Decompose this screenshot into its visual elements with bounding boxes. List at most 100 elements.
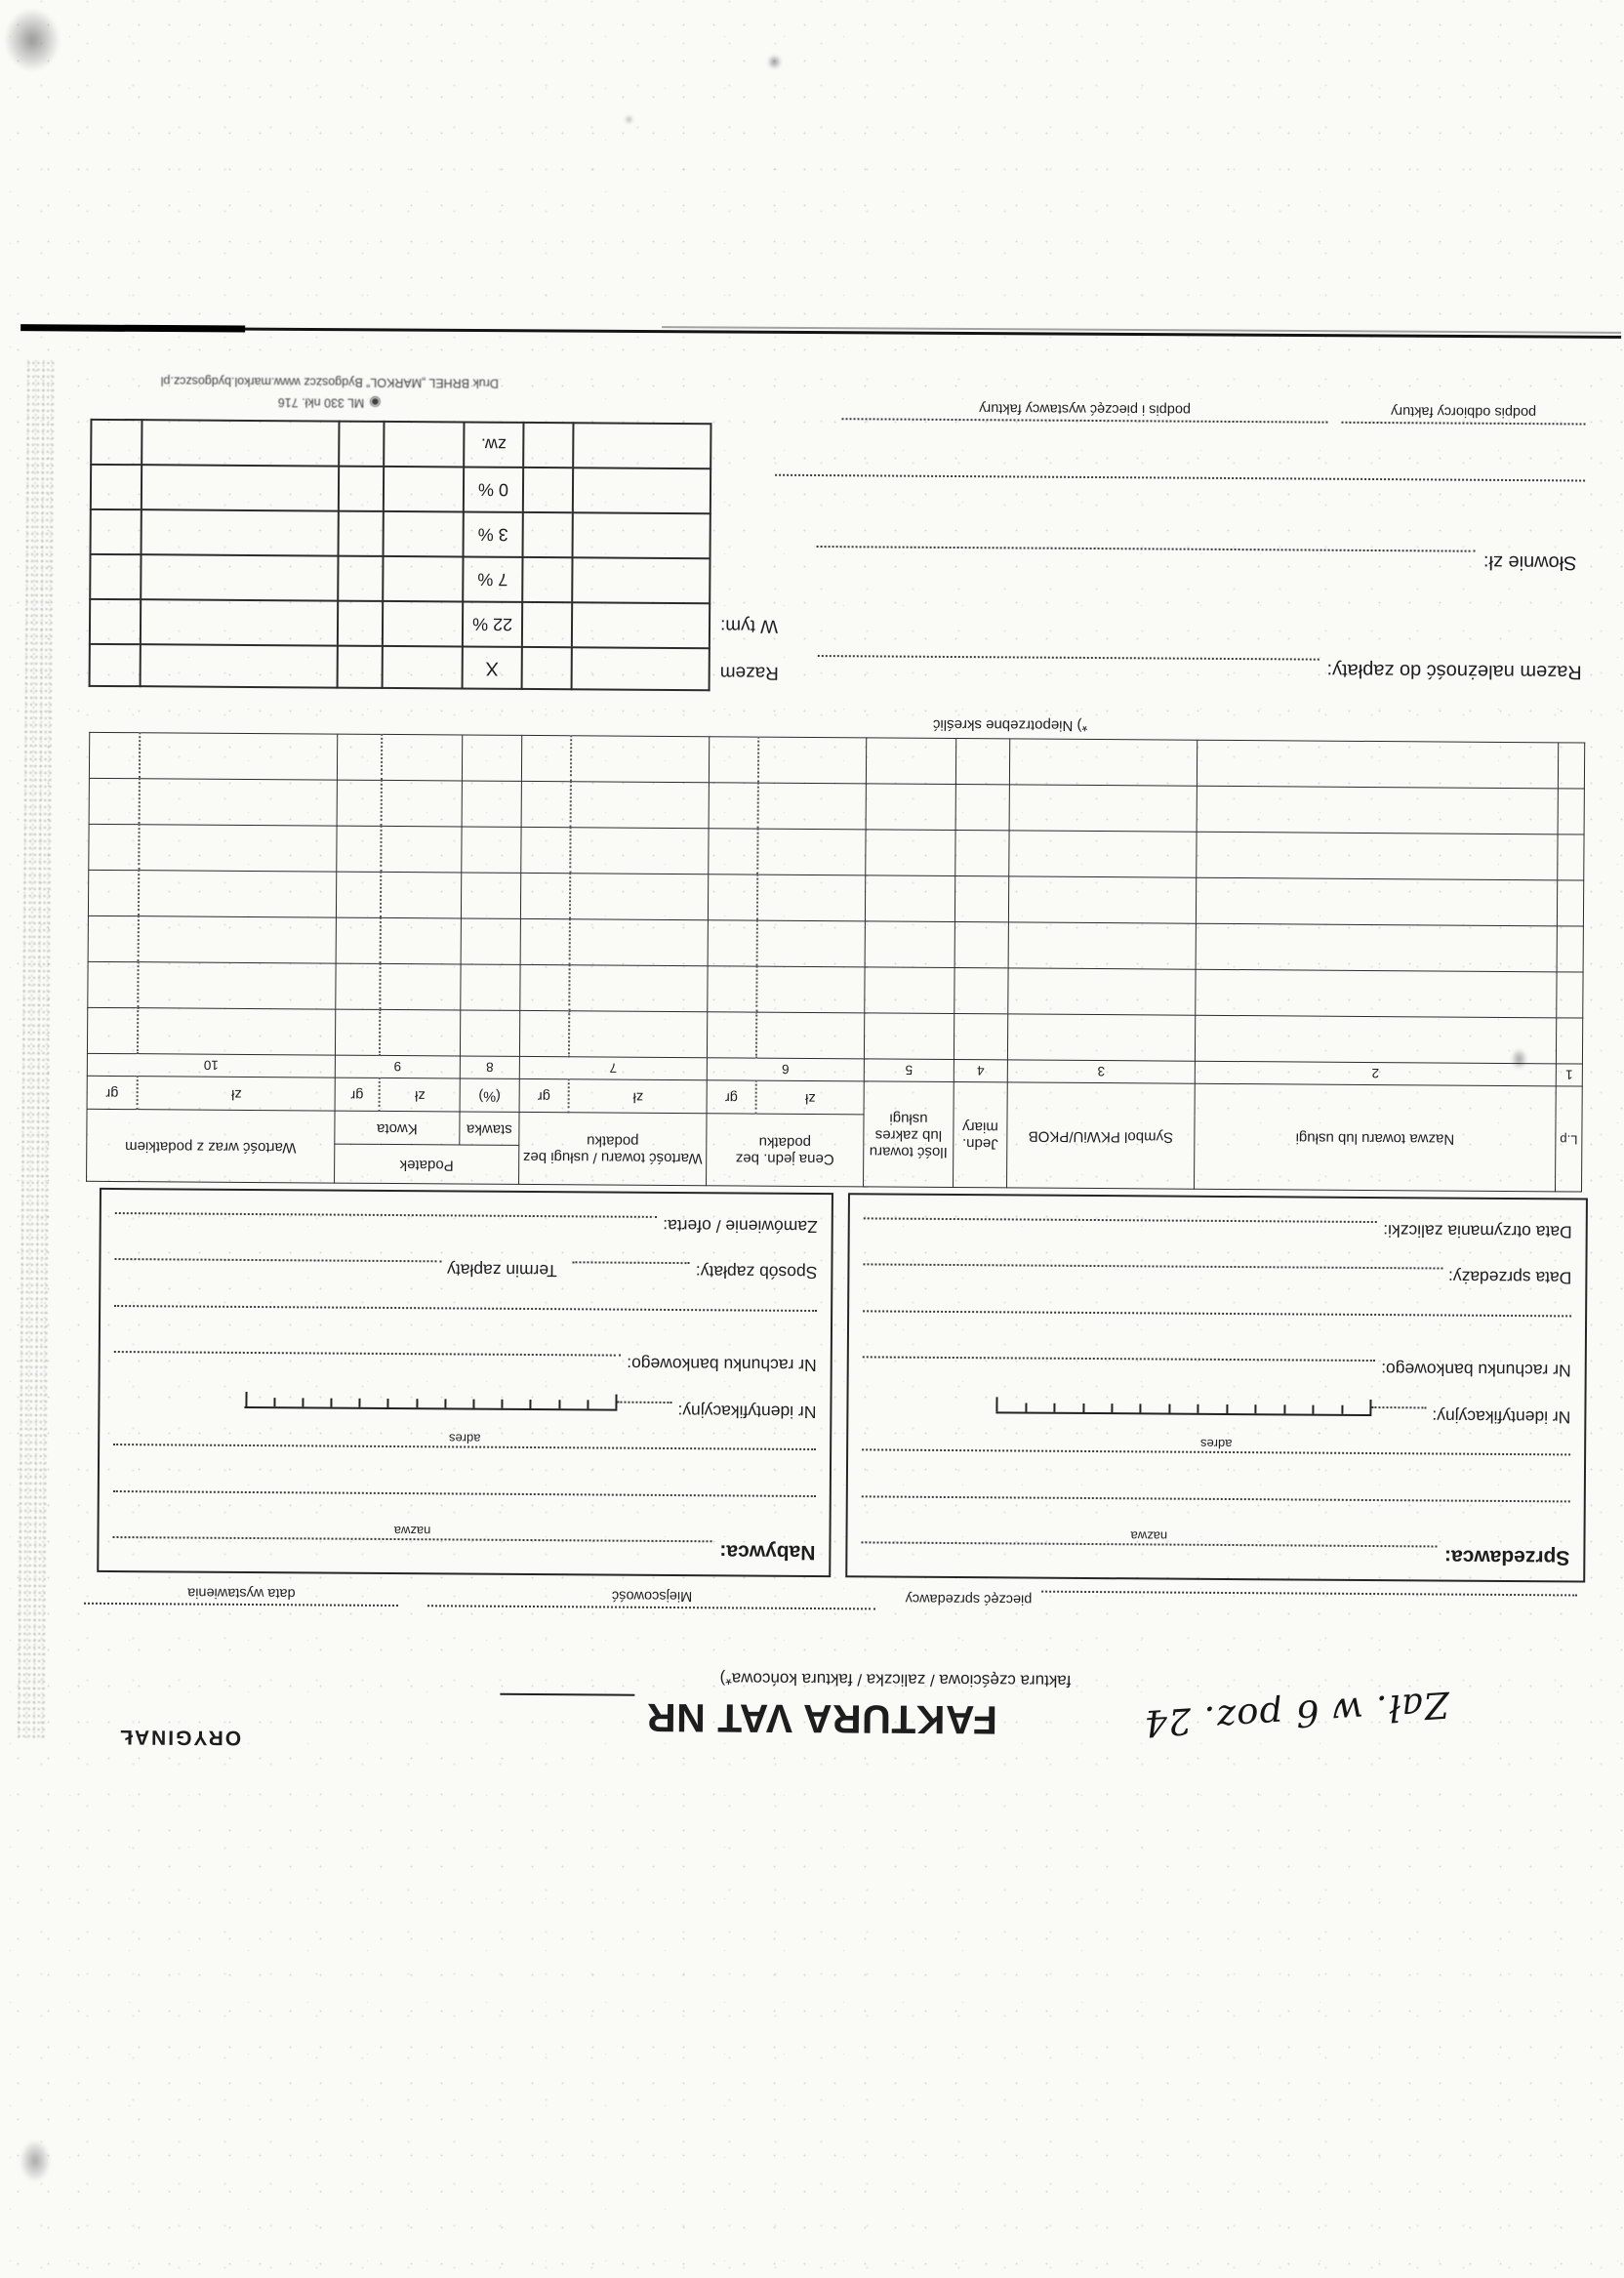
scan-artifact xyxy=(625,115,633,124)
col-tax-amount: Kwota xyxy=(334,1111,461,1145)
printer-name: Druk BRHEL „MARKOL” Bydgoszcz www.markol… xyxy=(160,374,499,391)
tax-summary-table: X 22 % 7 % 3 % 0 % zw. xyxy=(89,419,712,691)
printer-run-info: ◉ML 330 nkł. 716 xyxy=(277,394,382,411)
scan-artifact xyxy=(767,55,782,69)
w-tym-label: W tym: xyxy=(719,615,779,636)
unit-gr: gr xyxy=(87,1076,139,1110)
total-due-line xyxy=(817,655,1320,680)
summary-rate-row: 22 % xyxy=(89,598,710,649)
taxid-digit-boxes xyxy=(995,1389,1372,1416)
payment-method-label: Sposób zapłaty: xyxy=(695,1262,818,1283)
in-words-continuation-line xyxy=(774,473,1586,502)
unit-zl: zł xyxy=(380,1078,461,1112)
form-title: FAKTURA VAT NR xyxy=(500,1692,998,1743)
place-caption: Miejscowość xyxy=(611,1587,693,1605)
seller-bank-row: Nr rachunku bankowego: xyxy=(862,1342,1571,1390)
buyer-bank-row: Nr rachunku bankowego: xyxy=(113,1336,817,1384)
sale-date-row: Data sprzedaży: xyxy=(863,1249,1571,1297)
payment-row: Sposób zapłaty: Termin zapłaty xyxy=(114,1243,817,1291)
total-due-label: Razem należność do zapłaty: xyxy=(1326,659,1582,683)
advance-date-label: Data otrzymania zaliczki: xyxy=(1383,1221,1572,1242)
col-unit: Jedn. miary xyxy=(953,1081,1008,1188)
receiver-signature-field: podpis odbiorcy faktury xyxy=(1341,403,1586,441)
buyer-box: Nabywca: nazwa adres Nr identyfikacyjny:… xyxy=(97,1187,833,1578)
col-tax-rate: stawka xyxy=(459,1111,520,1146)
receiver-signature-caption: podpis odbiorcy faktury xyxy=(1390,403,1537,421)
col-tax-group: Podatek xyxy=(334,1144,519,1185)
place-field: Miejscowość xyxy=(427,1586,876,1626)
advance-date-row: Data otrzymania zaliczki: xyxy=(863,1202,1572,1250)
scan-artifact xyxy=(20,2139,51,2182)
amount-in-words-field: Słownie zł: xyxy=(816,546,1577,574)
unit-zl: zł xyxy=(138,1076,336,1112)
goods-table: L.p Nazwa towaru lub usługi Symbol PKWiU… xyxy=(86,732,1585,1193)
col-lp: L.p xyxy=(1555,1085,1583,1193)
order-row: Zamówienie / oferta: xyxy=(114,1198,818,1245)
rate-22: 22 % xyxy=(462,601,523,647)
rate-7: 7 % xyxy=(463,556,523,602)
footnote: *) Niepotrzebne skreślić xyxy=(932,715,1088,734)
buyer-taxid-row: Nr identyfikacyjny: xyxy=(113,1383,816,1431)
buyer-address-row: adres xyxy=(113,1429,817,1477)
buyer-name-row: Nabywca: nazwa xyxy=(112,1522,815,1569)
header-caption-row: L.p Nazwa towaru lub usługi Symbol PKWiU… xyxy=(86,1080,1583,1193)
seller-stamp-line xyxy=(1041,1590,1578,1614)
payment-term-label: Termin zapłaty xyxy=(446,1260,557,1281)
rate-3: 3 % xyxy=(463,511,523,557)
issue-date-caption: data wystawienia xyxy=(187,1584,296,1602)
sale-date-label: Data sprzedaży: xyxy=(1447,1268,1572,1288)
summary-rate-row: 3 % xyxy=(90,508,710,559)
issue-date-field: data wystawienia xyxy=(83,1584,399,1623)
unit-pct: (%) xyxy=(460,1078,520,1113)
col-quantity: Ilość towaru lub zakres usługi xyxy=(863,1080,954,1188)
seller-stamp-caption: pieczęć sprzedawcy xyxy=(905,1590,1033,1607)
col-symbol: Symbol PKWiU/PKOB xyxy=(1006,1081,1196,1190)
seller-bank-label: Nr rachunku bankowego: xyxy=(1381,1360,1571,1381)
rate-0: 0 % xyxy=(463,467,524,512)
form-title-text: FAKTURA VAT NR xyxy=(646,1694,998,1743)
stamp-place-date-row: pieczęć sprzedawcy Miejscowość data wyst… xyxy=(83,1584,1578,1631)
receiver-signature-line xyxy=(1341,421,1586,441)
total-due-field: Razem należność do zapłaty: xyxy=(817,655,1582,683)
scan-artifact xyxy=(4,8,61,72)
order-label: Zamówienie / oferta: xyxy=(663,1215,818,1238)
col-gross-value: Wartość wraz z podatkiem xyxy=(86,1109,336,1184)
place-line xyxy=(427,1605,876,1626)
seller-address-row: adres xyxy=(862,1435,1571,1483)
printer-logo-icon: ◉ xyxy=(369,394,382,411)
seller-name-row: Sprzedawca: nazwa xyxy=(861,1526,1569,1574)
taxid-digit-boxes xyxy=(244,1384,618,1411)
x-mark: X xyxy=(462,646,522,689)
issuer-signature-caption: podpis i pieczęć wystawcy faktury xyxy=(979,400,1192,418)
unit-gr: gr xyxy=(335,1078,381,1112)
summary-rate-row: zw. xyxy=(91,419,711,469)
issuer-signature-field: podpis i pieczęć wystawcy faktury xyxy=(841,399,1328,439)
seller-stamp-field: pieczęć sprzedawcy xyxy=(905,1590,1578,1614)
buyer-title: Nabywca: xyxy=(719,1540,816,1565)
summary-rate-row: 0 % xyxy=(90,464,711,514)
unit-zl: zł xyxy=(756,1080,865,1115)
seller-taxid-row: Nr identyfikacyjny: xyxy=(862,1388,1570,1436)
buyer-taxid-label: Nr identyfikacyjny: xyxy=(677,1401,817,1422)
form-subtitle: faktura częściowa / zaliczka / faktura k… xyxy=(719,1669,1072,1690)
rate-zw: zw. xyxy=(464,422,524,468)
summary-rate-row: 7 % xyxy=(90,553,710,604)
summary-total-row: X xyxy=(89,643,710,691)
invoice-number-blank-line xyxy=(500,1692,635,1729)
scanned-page-edge xyxy=(22,326,1622,339)
printer-credit: ◉ML 330 nkł. 716 Druk BRHEL „MARKOL” Byd… xyxy=(89,371,571,415)
issuer-signature-line xyxy=(841,418,1328,439)
seller-title: Sprzedawca: xyxy=(1443,1545,1570,1569)
scan-margin-noise xyxy=(17,357,56,1740)
buyer-bank-label: Nr rachunku bankowego: xyxy=(627,1354,817,1376)
in-words-label: Słownie zł: xyxy=(1482,550,1577,574)
col-name: Nazwa towaru lub usługi xyxy=(1194,1083,1557,1192)
unit-gr: gr xyxy=(519,1078,570,1113)
title-block: FAKTURA VAT NR faktura częściowa / zalic… xyxy=(30,1663,1584,1746)
unit-zl: zł xyxy=(569,1078,708,1114)
seller-taxid-label: Nr identyfikacyjny: xyxy=(1432,1406,1571,1428)
invoice-form-upside-down: ORYGINAŁ Zał. w 6 poz. 24 FAKTURA VAT NR… xyxy=(17,318,1622,1779)
issue-date-line xyxy=(83,1602,399,1623)
in-words-line xyxy=(816,546,1476,572)
